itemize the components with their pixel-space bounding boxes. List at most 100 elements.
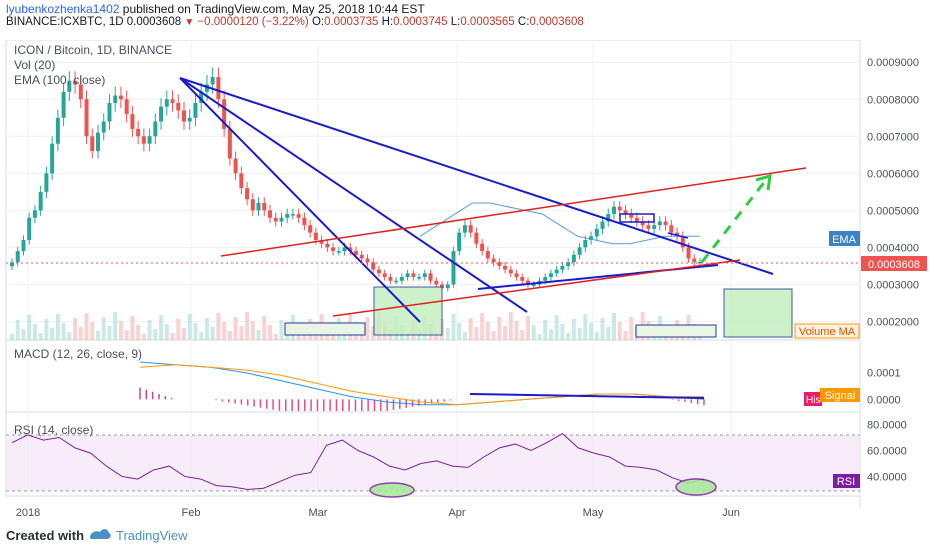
histogram-badge-label: His <box>806 395 820 406</box>
candle-body <box>141 136 146 144</box>
volume-bar <box>164 324 169 340</box>
range-box[interactable] <box>635 324 717 338</box>
projection-arrow[interactable] <box>700 173 772 263</box>
low-label: L: <box>450 16 461 28</box>
candle-body <box>250 199 255 211</box>
candle-body <box>451 251 456 285</box>
volume-ma-badge <box>794 323 860 339</box>
macd-histogram <box>139 387 705 412</box>
rsi-highlight[interactable] <box>369 482 415 498</box>
volume-bar <box>239 326 244 340</box>
candle-body <box>646 225 651 229</box>
volume-bar <box>147 320 152 340</box>
volume-bar <box>50 328 55 340</box>
candle-body <box>216 77 221 100</box>
candle-body <box>118 95 123 100</box>
tradingview-brand[interactable]: TradingView <box>116 528 188 543</box>
rsi-tick-label: 40.0000 <box>867 472 907 484</box>
trendline[interactable] <box>179 77 774 275</box>
chart-canvas[interactable]: 0.0009000 0.0008000 0.0007000 0.0006000 0.00… <box>0 40 932 522</box>
volume-bar <box>583 314 588 340</box>
volume-bar <box>124 330 129 340</box>
candle-body <box>193 102 198 118</box>
grid <box>6 40 860 496</box>
rsi-band <box>6 435 860 491</box>
symbol-label: BINANCE:ICXBTC, 1D <box>6 16 124 28</box>
chart-header: lyubenkozhenka1402 published on TradingV… <box>0 0 932 30</box>
candle-body <box>440 284 444 289</box>
candle-body <box>680 236 685 248</box>
candle-body <box>405 273 410 278</box>
candle-body <box>336 251 341 253</box>
candle-body <box>359 254 364 259</box>
volume-bar <box>531 325 536 340</box>
candle-body <box>411 273 416 278</box>
candle-body <box>548 273 553 278</box>
published-text: published on TradingView.com, May 25, 20… <box>122 2 425 16</box>
candle-body <box>285 214 290 218</box>
consolidation-box[interactable] <box>619 213 655 223</box>
candle-body <box>583 240 588 248</box>
macd-pane[interactable] <box>5 339 861 413</box>
volume-bar <box>199 332 204 340</box>
candle-body <box>600 221 605 229</box>
ema-line <box>419 202 700 245</box>
candle-body <box>491 258 496 263</box>
price-tick-label: 0.0003000 <box>867 279 919 291</box>
rsi-highlight[interactable] <box>675 478 717 496</box>
range-box[interactable] <box>284 322 366 336</box>
candle-body <box>67 80 72 92</box>
candle-body <box>612 206 616 215</box>
candle-body <box>290 214 295 216</box>
candle-body <box>170 99 175 103</box>
candle-body <box>199 91 204 103</box>
channel-upper[interactable] <box>220 167 807 257</box>
author-link[interactable]: lyubenkozhenka1402 <box>6 2 120 16</box>
time-axis: 2018 Feb Mar Apr May Jun <box>16 507 740 519</box>
volume-bar <box>153 329 158 340</box>
candle-body <box>78 84 83 100</box>
volume-bar <box>222 322 227 340</box>
candle-body <box>468 225 473 233</box>
signal-badge-label: Signal <box>825 390 856 402</box>
volume-bar <box>44 319 49 340</box>
candle-body <box>371 262 376 270</box>
trendline[interactable] <box>667 232 689 239</box>
volume-bar <box>331 332 336 340</box>
volume-bar <box>216 313 221 340</box>
volume-bar <box>90 322 95 340</box>
volume-bar <box>302 333 307 340</box>
candle-body <box>657 221 662 226</box>
volume-bar <box>159 315 164 340</box>
candle-body <box>113 95 118 103</box>
volume-bar <box>78 327 83 340</box>
high-value: 0.0003745 <box>393 16 448 28</box>
low-value: 0.0003565 <box>460 16 515 28</box>
candle-body <box>634 217 639 222</box>
candle-body <box>617 206 622 211</box>
channel-lower[interactable] <box>332 259 741 317</box>
candle-body <box>262 202 267 211</box>
candle-body <box>474 232 479 244</box>
candle-body <box>520 277 525 281</box>
ohlc-line: BINANCE:ICXBTC, 1D 0.0003608 ▼ −0.000012… <box>6 16 584 28</box>
trendline[interactable] <box>179 77 528 313</box>
volume-bar <box>193 323 198 340</box>
trendline[interactable] <box>179 77 421 323</box>
volume-bar <box>612 313 616 340</box>
volume-bar <box>451 314 456 340</box>
tradingview-logo-icon <box>90 529 111 539</box>
close-label: C: <box>517 16 530 28</box>
projection-box[interactable] <box>723 288 793 338</box>
red-channel[interactable] <box>220 167 807 317</box>
candle-body <box>434 280 439 285</box>
macd-tick-label: 0.0000 <box>867 394 901 406</box>
macd-trendline[interactable] <box>469 393 705 399</box>
volume-bar <box>520 330 525 340</box>
price-tick-label: 0.0006000 <box>867 168 919 180</box>
time-tick-label: Mar <box>309 507 328 519</box>
volume-bar <box>600 318 605 340</box>
candle-body <box>273 217 278 222</box>
legend-vol: Vol (20) <box>14 58 55 72</box>
blue-trendlines[interactable] <box>179 77 774 323</box>
